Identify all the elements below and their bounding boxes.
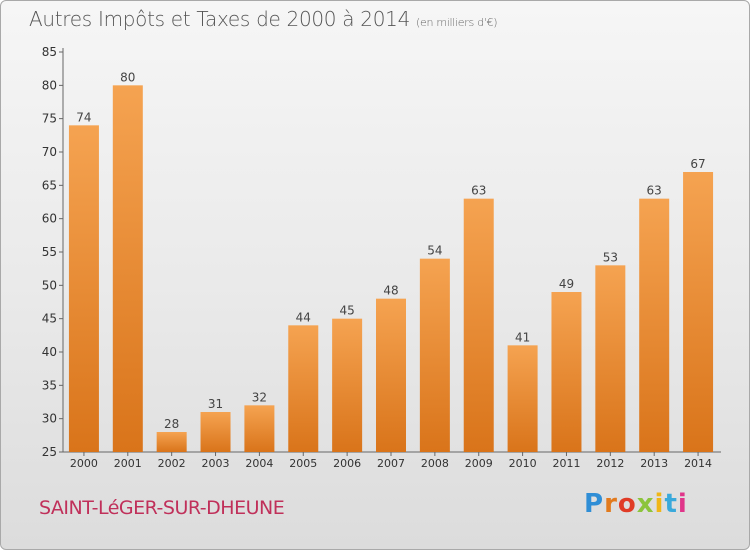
- location-label: SAINT-LéGER-SUR-DHEUNE: [39, 497, 285, 519]
- axes: 25 30 35 40 45 50 55 60 65 70 75 80 85 2000 2001 2002 20…: [42, 45, 721, 470]
- value-label-2013: 63: [647, 184, 662, 198]
- bar-2003: [200, 412, 231, 452]
- logo-letter: x: [636, 489, 655, 519]
- y-tick-label: 35: [42, 378, 57, 392]
- value-label-2012: 53: [603, 250, 618, 264]
- bars: 74 80 28 31 32 44 45 48 54 63 41 49 53 63 67: [68, 70, 714, 452]
- x-tick-label: 2004: [245, 457, 273, 470]
- bar-2010: [507, 345, 538, 452]
- value-label-2006: 45: [339, 304, 354, 318]
- bar-2014: [683, 172, 714, 452]
- bar-2002: [156, 432, 187, 452]
- x-tick-label: 2005: [289, 457, 317, 470]
- x-tick-label: 2013: [640, 457, 668, 470]
- y-tick-label: 70: [42, 145, 57, 159]
- y-tick-label: 55: [42, 245, 57, 259]
- value-label-2010: 41: [515, 330, 530, 344]
- x-tick-label: 2007: [377, 457, 405, 470]
- x-tick-label: 2002: [158, 457, 186, 470]
- bar-2012: [595, 265, 626, 452]
- value-label-2005: 44: [296, 310, 311, 324]
- logo-letter: P: [584, 489, 605, 519]
- x-tick-label: 2003: [202, 457, 230, 470]
- bar-2000: [68, 125, 99, 452]
- value-label-2007: 48: [383, 284, 398, 298]
- x-tick-label: 2011: [552, 457, 580, 470]
- bar-2008: [419, 258, 450, 452]
- bar-2006: [332, 318, 363, 452]
- x-tick-label: 2000: [70, 457, 98, 470]
- bar-2004: [244, 405, 275, 452]
- y-tick-label: 85: [42, 45, 57, 59]
- value-label-2003: 31: [208, 397, 223, 411]
- bar-2009: [463, 198, 494, 452]
- logo-letter: r: [604, 489, 618, 519]
- value-label-2014: 67: [690, 157, 705, 171]
- value-label-2011: 49: [559, 277, 574, 291]
- y-tick-label: 40: [42, 345, 57, 359]
- logo-letter: i: [654, 489, 665, 519]
- bar-2013: [639, 198, 670, 452]
- x-tick-label: 2008: [421, 457, 449, 470]
- value-label-2008: 54: [427, 244, 442, 258]
- bar-2007: [376, 298, 406, 452]
- x-tick-label: 2006: [333, 457, 361, 470]
- y-tick-label: 60: [42, 212, 57, 226]
- bar-2001: [112, 85, 143, 452]
- value-label-2000: 74: [76, 110, 91, 124]
- y-tick-label: 50: [42, 278, 57, 292]
- y-tick-label: 80: [42, 78, 57, 92]
- value-label-2001: 80: [120, 70, 135, 84]
- logo-letter: t: [664, 489, 678, 519]
- chart-title-text: Autres Impôts et Taxes de 2000 à 2014: [29, 7, 410, 31]
- x-tick-label: 2001: [114, 457, 142, 470]
- bar-2011: [551, 292, 582, 452]
- y-tick-label: 65: [42, 178, 57, 192]
- bar-2005: [288, 325, 319, 452]
- chart-title: Autres Impôts et Taxes de 2000 à 2014 (en…: [29, 7, 497, 31]
- x-tick-label: 2012: [596, 457, 624, 470]
- logo-letter: i: [677, 489, 688, 519]
- proxiti-logo: Proxiti: [584, 489, 688, 519]
- value-label-2009: 63: [471, 184, 486, 198]
- y-tick-label: 25: [42, 445, 57, 459]
- chart-subtitle: (en milliers d'€): [416, 16, 498, 29]
- y-tick-label: 30: [42, 412, 57, 426]
- value-label-2002: 28: [164, 417, 179, 431]
- value-label-2004: 32: [252, 390, 267, 404]
- x-tick-label: 2014: [684, 457, 712, 470]
- logo-letter: o: [617, 489, 637, 519]
- x-tick-label: 2010: [509, 457, 537, 470]
- y-tick-label: 75: [42, 112, 57, 126]
- x-tick-label: 2009: [465, 457, 493, 470]
- y-tick-label: 45: [42, 312, 57, 326]
